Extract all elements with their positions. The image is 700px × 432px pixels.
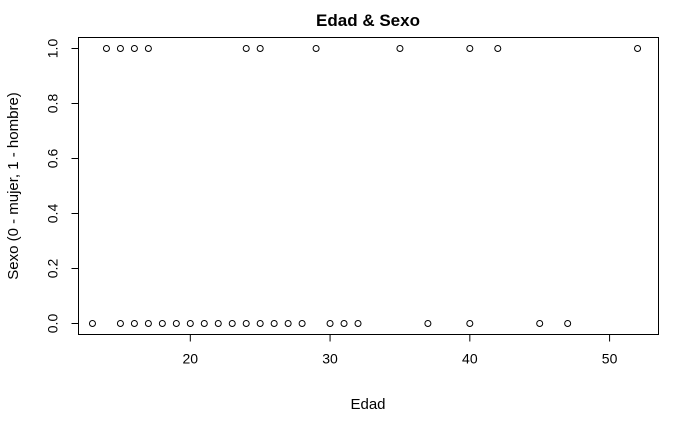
data-point [116, 320, 124, 327]
data-point [200, 320, 208, 327]
data-point [242, 320, 250, 327]
data-point [256, 320, 264, 327]
data-point [424, 320, 432, 327]
data-point [536, 320, 544, 327]
y-tick-label: 1.0 [45, 39, 61, 59]
data-point [186, 320, 194, 327]
data-point [298, 320, 306, 327]
data-point [144, 45, 152, 52]
data-point [340, 320, 348, 327]
x-axis: 20 30 40 50 [183, 334, 618, 367]
data-point [228, 320, 236, 327]
x-tick-label: 30 [322, 351, 338, 367]
x-tick-label: 20 [183, 351, 199, 367]
chart-title: Edad & Sexo [316, 11, 420, 30]
data-point [158, 320, 166, 327]
data-point [88, 320, 96, 327]
data-point [270, 320, 278, 327]
plot-frame [78, 37, 659, 335]
data-point [494, 45, 502, 52]
data-point [130, 45, 138, 52]
data-point [354, 320, 362, 327]
y-axis-label: Sexo (0 - mujer, 1 - hombre) [5, 92, 22, 280]
data-point [564, 320, 572, 327]
y-tick-label: 0.4 [45, 204, 61, 224]
data-point [466, 320, 474, 327]
data-point [326, 320, 334, 327]
data-point [130, 320, 138, 327]
y-tick-label: 0.0 [45, 314, 61, 334]
data-point [256, 45, 264, 52]
data-point [396, 45, 404, 52]
data-point [634, 45, 642, 52]
data-point [102, 45, 110, 52]
x-tick-label: 40 [462, 351, 478, 367]
data-point [284, 320, 292, 327]
data-point [242, 45, 250, 52]
y-tick-label: 0.6 [45, 149, 61, 169]
y-tick-label: 0.2 [45, 259, 61, 279]
y-tick-label: 0.8 [45, 94, 61, 114]
data-point [172, 320, 180, 327]
y-axis: 0.0 0.2 0.4 0.6 0.8 1.0 [45, 39, 79, 334]
data-point [312, 45, 320, 52]
data-points [88, 45, 642, 327]
x-axis-label: Edad [350, 396, 385, 413]
data-point [144, 320, 152, 327]
data-point [116, 45, 124, 52]
data-point [214, 320, 222, 327]
x-tick-label: 50 [602, 351, 618, 367]
data-point [466, 45, 474, 52]
